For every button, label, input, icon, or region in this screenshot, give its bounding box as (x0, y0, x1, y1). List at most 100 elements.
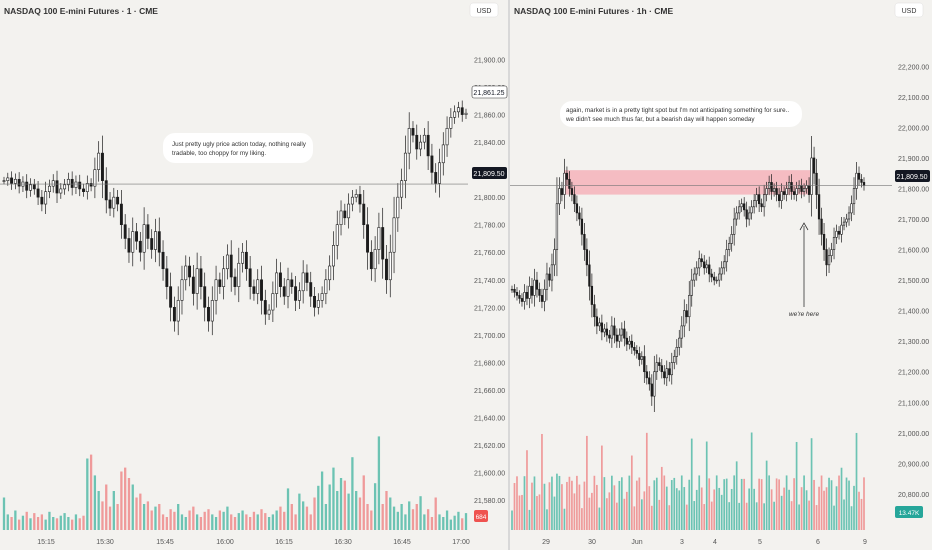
volume-bar (541, 433, 543, 530)
candle-body (388, 251, 392, 281)
volume-bar (97, 491, 100, 530)
candle-body (618, 334, 621, 342)
candle-body (543, 288, 546, 302)
candle-body (225, 254, 229, 270)
volume-bar (317, 485, 320, 530)
volume-bar (44, 519, 47, 530)
candle-body (176, 300, 180, 322)
price-tick-label: 22,000.00 (898, 125, 929, 132)
volume-bar (362, 475, 365, 530)
candle-body (146, 224, 150, 239)
volume-bar (573, 493, 576, 530)
volume-bar (264, 513, 267, 530)
candle-body (55, 180, 59, 194)
left-price-axis[interactable]: USD 21,900.0021,880.0021,860.0021,840.00… (469, 2, 508, 522)
candle-body (810, 157, 813, 195)
left-chart-panel[interactable]: NASDAQ 100 E-mini Futures · 1 · CME Just… (0, 0, 508, 550)
volume-bar (601, 445, 603, 530)
candle-body (44, 191, 48, 205)
volume-bar (640, 499, 643, 530)
right-time-axis[interactable]: 29 30 Jun 3 4 5 6 9 (542, 539, 867, 546)
time-tick-label: 15:45 (156, 539, 174, 546)
candle-body (104, 180, 108, 201)
candle-body (770, 182, 773, 192)
volume-bar (623, 498, 626, 530)
candle-body (85, 183, 89, 192)
volume-bar (332, 467, 335, 530)
candle-body (203, 286, 207, 308)
volume-bar (745, 502, 748, 530)
candle-body (540, 295, 544, 302)
candle-body (25, 181, 29, 191)
volume-bar (783, 487, 785, 530)
price-tick-label: 21,500.00 (898, 278, 929, 285)
volume-bar (630, 455, 633, 530)
candle-body (70, 178, 74, 188)
volume-bar (643, 491, 646, 530)
volume-bar (396, 511, 399, 530)
left-currency-badge[interactable] (469, 2, 499, 18)
volume-bar (793, 478, 795, 530)
candle-body (595, 316, 599, 327)
volume-bar (848, 480, 850, 530)
right-chart-area[interactable] (510, 0, 932, 550)
volume-bar (695, 489, 698, 530)
volume-bar (513, 483, 516, 530)
candle-body (271, 293, 275, 311)
candle-body (316, 300, 320, 308)
candle-body (673, 356, 676, 363)
candle-body (640, 356, 643, 360)
volume-bar (74, 514, 78, 530)
volume-bar (142, 504, 146, 530)
candle-body (792, 191, 796, 195)
candle-body (82, 188, 85, 192)
volume-bar (248, 517, 252, 530)
candle-body (154, 231, 157, 250)
volume-bar (596, 484, 598, 530)
candle-body (837, 230, 841, 235)
volume-bar (718, 487, 721, 530)
candle-body (66, 178, 70, 186)
left-time-axis[interactable]: 15:15 15:30 15:45 16:00 16:15 16:30 16:45 17:00 (37, 539, 470, 546)
volume-bar (6, 514, 9, 530)
candle-body (407, 128, 411, 154)
right-chart-panel[interactable]: NASDAQ 100 E-mini Futures · 1h · CME aga… (510, 0, 932, 550)
volume-bar (845, 477, 848, 530)
volume-bar (222, 511, 225, 530)
candle-body (842, 221, 846, 226)
volume-bar (663, 475, 666, 530)
left-chart-area[interactable] (0, 0, 508, 550)
volume-bar (843, 499, 845, 530)
candle-body (750, 206, 753, 214)
candle-body (513, 288, 516, 293)
volume-bar (658, 499, 661, 530)
right-price-axis[interactable]: USD 22,200.00 22,100.00 22,000.00 21,900.00… (894, 2, 930, 518)
candle-body (127, 238, 131, 253)
volume-bar (419, 496, 422, 530)
volume-bar (211, 514, 214, 530)
right-currency-badge[interactable] (894, 2, 924, 18)
volume-bar (370, 510, 373, 530)
volume-bar (588, 497, 591, 530)
left-annotation-line-1: Just pretty ugly price action today, not… (172, 141, 307, 148)
volume-bar (803, 475, 805, 530)
volume-bar (673, 477, 676, 530)
candle-body (785, 188, 788, 195)
candle-body (210, 300, 214, 322)
candle-body (715, 279, 718, 282)
price-tick-label: 21,740.00 (474, 278, 505, 285)
candle-body (723, 261, 726, 269)
candle-body (705, 264, 708, 269)
volume-bar (71, 519, 74, 530)
candle-body (17, 178, 21, 187)
price-tick-label: 21,900.00 (474, 58, 505, 65)
price-tick-label: 21,620.00 (474, 443, 505, 450)
volume-bar (830, 480, 833, 530)
candle-body (366, 224, 369, 253)
candle-body (690, 279, 693, 296)
volume-bar (568, 476, 571, 530)
candle-body (358, 194, 362, 205)
volume-bar (858, 491, 860, 530)
time-tick-label: 16:45 (393, 539, 411, 546)
